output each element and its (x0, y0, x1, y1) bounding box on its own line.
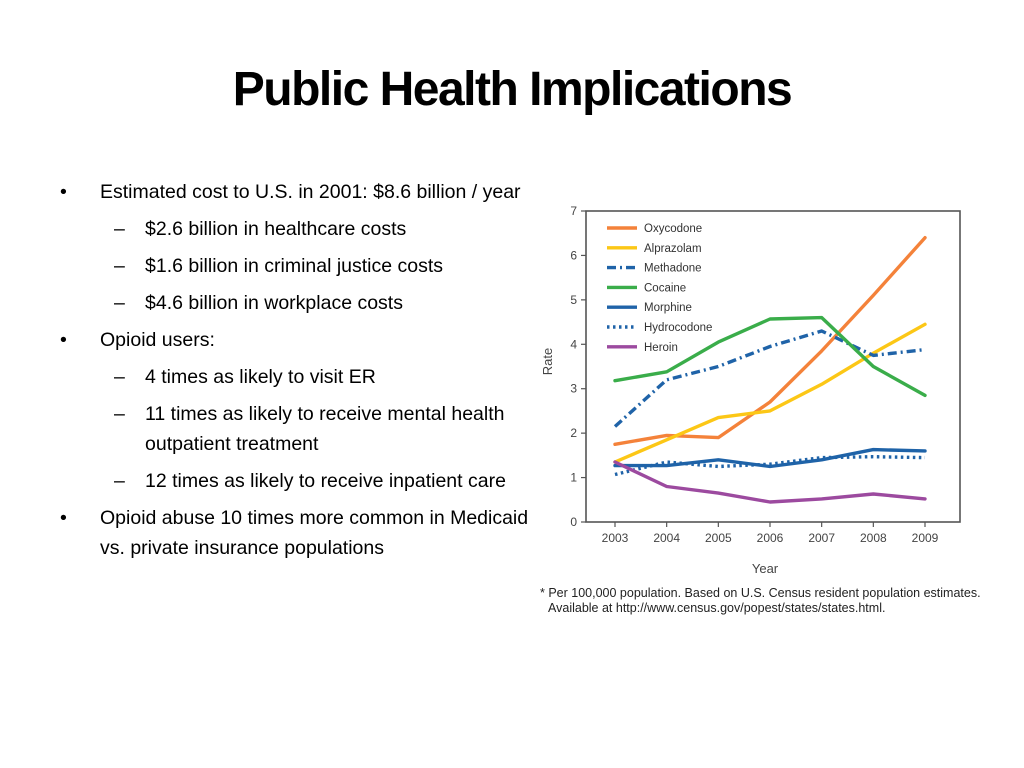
legend-label: Methadone (644, 263, 702, 275)
y-tick-label: 5 (570, 293, 577, 307)
sub-bullet-mark: – (114, 470, 125, 492)
y-tick-label: 7 (570, 204, 577, 218)
sub-bullet-text: $4.6 billion in workplace costs (145, 292, 403, 314)
sub-bullet-mark: – (114, 366, 125, 388)
x-tick-label: 2009 (912, 531, 939, 545)
bullet-mark: • (60, 181, 67, 203)
footnote-line: Available at http://www.census.gov/popes… (548, 601, 886, 615)
series-line-alprazolam (613, 322, 927, 464)
sub-bullet-item: – $1.6 billion in criminal justice costs (54, 251, 534, 281)
x-axis-label: Year (752, 561, 779, 576)
sub-bullet-item: – $2.6 billion in healthcare costs (54, 214, 534, 244)
sub-bullet-item: –12 times as likely to receive inpatient… (54, 466, 534, 496)
sub-bullet-mark: – (114, 218, 125, 240)
sub-bullet-text: 12 times as likely to receive inpatient … (145, 470, 506, 492)
sub-bullet-item: –11 times as likely to receive mental he… (54, 399, 534, 459)
x-tick-label: 2007 (808, 531, 835, 545)
x-tick-label: 2003 (602, 531, 629, 545)
sub-bullet-text: 11 times as likely to receive mental hea… (145, 403, 505, 455)
bullet-text: Opioid users: (100, 329, 215, 351)
sub-bullet-text: 4 times as likely to visit ER (145, 366, 376, 388)
bullet-item: • Estimated cost to U.S. in 2001: $8.6 bi… (54, 177, 534, 207)
sub-bullet-text: $1.6 billion in criminal justice costs (145, 255, 444, 277)
legend-label: Cocaine (644, 282, 686, 294)
line-chart-svg: 0 1 2 3 4 5 6 7 2003 2004 2005 2006 2007 2008 2009 Year… (540, 204, 961, 576)
x-tick-label: 2004 (653, 531, 680, 545)
bullet-list: • Estimated cost to U.S. in 2001: $8.6 bi… (54, 177, 534, 570)
legend-label: Hydrocodone (644, 322, 712, 334)
y-tick-label: 1 (570, 471, 577, 485)
footnote-line: * Per 100,000 population. Based on U.S. … (540, 586, 981, 600)
chart: 0 1 2 3 4 5 6 7 2003 2004 2005 2006 2007 2008 2009 Year… (534, 196, 974, 626)
bullet-text: Estimated cost to U.S. in 2001: $8.6 bil… (100, 181, 521, 203)
series-line-heroin (613, 460, 927, 504)
sub-bullet-item: –4 times as likely to visit ER (54, 362, 534, 392)
plot-frame (585, 210, 961, 523)
bullet-mark: • (60, 329, 67, 351)
slide-title: Public Health Implications (232, 63, 793, 116)
series-line-morphine (613, 447, 927, 469)
y-tick-label: 3 (570, 382, 577, 396)
legend-label: Oxycodone (644, 223, 702, 235)
x-tick-label: 2006 (757, 531, 784, 545)
legend-label: Heroin (644, 342, 678, 354)
x-tick-label: 2008 (860, 531, 887, 545)
bullet-item: • Opioid users: (54, 325, 534, 355)
sub-bullet-mark: – (114, 255, 125, 277)
y-tick-label: 4 (570, 337, 577, 351)
sub-bullet-mark: – (114, 292, 125, 314)
sub-bullet-mark: – (114, 403, 125, 425)
y-axis-label: Rate (540, 348, 555, 375)
series-line-oxycodone (613, 236, 927, 447)
y-tick-label: 6 (570, 248, 577, 262)
series-line-cocaine (613, 315, 927, 398)
series-line-methadone (613, 329, 926, 428)
bullet-item: • Opioid abuse 10 times more common in Me… (54, 503, 534, 563)
y-tick-label: 0 (570, 515, 577, 529)
y-tick-label: 2 (570, 426, 577, 440)
bullet-mark: • (60, 507, 67, 529)
sub-bullet-item: – $4.6 billion in workplace costs (54, 288, 534, 318)
series-line-hydrocodone (614, 455, 926, 477)
sub-bullet-text: $2.6 billion in healthcare costs (145, 218, 407, 240)
chart-footnote: * Per 100,000 population. Based on U.S. … (540, 586, 1010, 616)
legend-label: Morphine (644, 302, 692, 314)
x-tick-label: 2005 (705, 531, 732, 545)
bullet-text: Opioid abuse 10 times more common in Med… (100, 507, 529, 559)
legend-label: Alprazolam (644, 243, 702, 255)
